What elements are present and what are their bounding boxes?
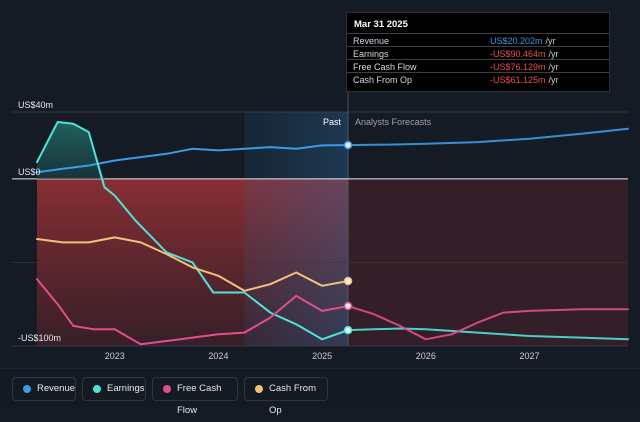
tooltip-date: Mar 31 2025: [354, 19, 408, 30]
marker-earnings: [343, 325, 353, 335]
series-forecast-revenue: [348, 127, 629, 147]
marker-revenue: [343, 140, 353, 150]
tooltip: Mar 31 2025 Revenue US$20.202m/yr Earnin…: [346, 12, 610, 92]
chart-series: [36, 121, 629, 346]
marker-free-cash-flow: [343, 301, 353, 311]
legend-dot: [23, 385, 31, 393]
legend-item-cash-from-op[interactable]: Cash From Op: [244, 377, 328, 416]
financials-chart: US$40m US$0 -US$100m 2023 2024 2025 2026 2027 Pa…: [12, 12, 629, 361]
chart-legend: Revenue Earnings Free Cash Flow Cash Fro…: [0, 368, 640, 416]
x-axis-tick-label: 2025: [312, 351, 332, 361]
x-axis-tick-label: 2024: [208, 351, 228, 361]
chart-markers: [343, 140, 353, 335]
series-line-free-cash-flow: [36, 278, 349, 346]
series-forecast-earnings: [348, 327, 629, 341]
tooltip-label: Cash From Op: [353, 75, 413, 85]
legend-label: Revenue: [37, 383, 76, 394]
series-line-revenue: [36, 144, 349, 174]
series-forecast-free-cash-flow: [348, 305, 629, 341]
tooltip-value: US$20.202m/yr: [490, 36, 556, 46]
legend-item-revenue[interactable]: Revenue: [12, 377, 76, 401]
y-axis-label: US$0: [18, 167, 41, 177]
forecast-label: Analysts Forecasts: [355, 117, 432, 127]
tooltip-value: -US$76.129m/yr: [490, 62, 559, 72]
tooltip-label: Free Cash Flow: [353, 62, 417, 72]
marker-cash-from-op: [343, 276, 353, 286]
legend-label: Cash From Op: [269, 383, 316, 416]
legend-dot: [163, 385, 171, 393]
legend-item-free-cash-flow[interactable]: Free Cash Flow: [152, 377, 238, 416]
tooltip-label: Revenue: [353, 36, 390, 46]
tooltip-row-earnings: Earnings -US$90.464m/yr: [347, 46, 609, 60]
tooltip-row-free-cash-flow: Free Cash Flow -US$76.129m/yr: [347, 59, 609, 73]
legend-label: Earnings: [107, 383, 145, 394]
x-axis-tick-label: 2023: [105, 351, 125, 361]
tooltip-row-revenue: Revenue US$20.202m/yr: [347, 33, 609, 47]
x-axis-tick-label: 2026: [416, 351, 436, 361]
series-line-cash-from-op: [36, 236, 349, 292]
y-axis-label: -US$100m: [18, 333, 61, 343]
legend-dot: [93, 385, 101, 393]
legend-label: Free Cash Flow: [177, 383, 222, 416]
tooltip-row-cash-from-op: Cash From Op -US$61.125m/yr: [347, 72, 609, 86]
chart-gridlines: [12, 12, 628, 347]
legend-dot: [255, 385, 263, 393]
series-line-earnings: [36, 121, 349, 341]
chart-labels: US$40m US$0 -US$100m 2023 2024 2025 2026 2027 Pa…: [18, 100, 540, 361]
tooltip-value: -US$61.125m/yr: [490, 75, 559, 85]
tooltip-label: Earnings: [353, 49, 389, 59]
tooltip-value: -US$90.464m/yr: [490, 49, 559, 59]
y-axis-label: US$40m: [18, 100, 53, 110]
x-axis-tick-label: 2027: [519, 351, 539, 361]
legend-item-earnings[interactable]: Earnings: [82, 377, 146, 401]
past-label: Past: [323, 117, 342, 127]
